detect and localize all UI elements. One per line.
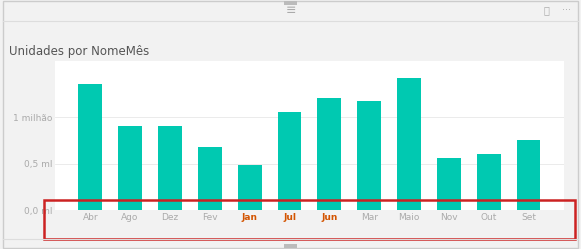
Text: Unidades por NomeMês: Unidades por NomeMês xyxy=(9,45,149,58)
Bar xyxy=(517,140,540,210)
Bar xyxy=(477,154,501,210)
Bar xyxy=(397,78,421,210)
Text: ≡: ≡ xyxy=(285,4,296,17)
Text: ⤢: ⤢ xyxy=(543,5,549,15)
Bar xyxy=(78,84,102,210)
Bar xyxy=(278,112,302,210)
Bar xyxy=(198,147,222,210)
Bar xyxy=(158,126,182,210)
Bar xyxy=(437,158,461,210)
Bar xyxy=(317,98,341,210)
Text: ···: ··· xyxy=(562,5,571,15)
Bar xyxy=(238,165,261,210)
Bar xyxy=(357,101,381,210)
Bar xyxy=(118,126,142,210)
